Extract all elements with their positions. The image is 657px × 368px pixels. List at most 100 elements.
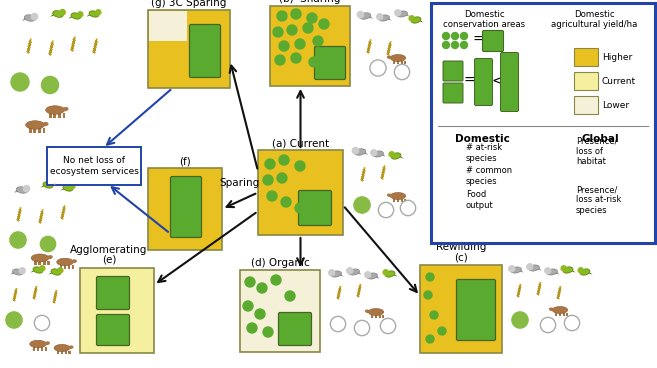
Polygon shape [68, 16, 72, 18]
FancyBboxPatch shape [47, 147, 141, 185]
Circle shape [295, 203, 305, 213]
Polygon shape [382, 272, 384, 274]
Ellipse shape [94, 46, 97, 48]
Bar [149, 11, 187, 41]
Polygon shape [44, 268, 46, 270]
Ellipse shape [73, 39, 76, 41]
Bar [393, 61, 396, 64]
Circle shape [509, 266, 514, 272]
Bar [404, 61, 407, 64]
Circle shape [34, 315, 50, 331]
Ellipse shape [510, 267, 522, 273]
Circle shape [11, 73, 29, 91]
Polygon shape [589, 272, 593, 275]
Ellipse shape [71, 259, 77, 263]
Text: (c): (c) [454, 252, 468, 262]
Circle shape [443, 32, 449, 39]
Circle shape [271, 275, 281, 285]
Ellipse shape [387, 194, 392, 197]
Circle shape [307, 13, 317, 23]
Ellipse shape [63, 207, 65, 210]
Bar [49, 113, 52, 118]
Ellipse shape [71, 46, 74, 49]
Bar [62, 113, 65, 118]
Circle shape [352, 148, 359, 154]
Circle shape [512, 312, 528, 328]
Bar [16, 240, 19, 245]
Ellipse shape [95, 40, 97, 43]
Bar [420, 265, 502, 353]
Circle shape [328, 270, 334, 276]
Ellipse shape [557, 295, 560, 297]
Ellipse shape [41, 211, 43, 214]
Ellipse shape [411, 17, 421, 23]
Ellipse shape [18, 212, 21, 214]
Circle shape [309, 57, 319, 67]
Ellipse shape [34, 295, 35, 297]
Bar [34, 128, 36, 132]
Text: Food
output: Food output [466, 190, 494, 210]
Ellipse shape [553, 307, 568, 314]
Polygon shape [408, 18, 410, 20]
Ellipse shape [61, 217, 63, 219]
Ellipse shape [28, 43, 31, 46]
Ellipse shape [68, 346, 74, 349]
Text: Presence/
loss at-risk
species: Presence/ loss at-risk species [576, 185, 622, 215]
Ellipse shape [53, 11, 63, 17]
Bar [397, 199, 399, 202]
Ellipse shape [563, 267, 573, 273]
Ellipse shape [517, 293, 520, 295]
Polygon shape [405, 13, 410, 17]
Bar [401, 61, 403, 64]
Circle shape [365, 272, 371, 278]
Polygon shape [340, 273, 344, 276]
Ellipse shape [26, 121, 45, 129]
Circle shape [347, 268, 353, 274]
Circle shape [39, 266, 45, 271]
Ellipse shape [363, 169, 365, 172]
Bar [566, 201, 568, 204]
Bar [43, 128, 45, 132]
Circle shape [430, 311, 438, 319]
Bar [574, 96, 598, 114]
Circle shape [245, 277, 255, 287]
Ellipse shape [330, 271, 342, 277]
Ellipse shape [40, 214, 43, 216]
Circle shape [383, 270, 388, 275]
Circle shape [354, 197, 370, 213]
Polygon shape [49, 272, 52, 275]
Ellipse shape [387, 50, 390, 53]
Ellipse shape [54, 296, 56, 299]
Polygon shape [30, 270, 34, 273]
Circle shape [96, 10, 101, 15]
Circle shape [561, 266, 566, 271]
Text: (f): (f) [179, 156, 191, 166]
Bar [33, 347, 35, 351]
Circle shape [376, 14, 383, 20]
FancyBboxPatch shape [431, 3, 655, 243]
Ellipse shape [27, 51, 30, 53]
Ellipse shape [580, 269, 590, 275]
Circle shape [378, 202, 394, 217]
FancyBboxPatch shape [97, 315, 129, 346]
Circle shape [279, 155, 289, 165]
Text: =: = [463, 74, 475, 88]
Ellipse shape [33, 267, 43, 273]
Circle shape [426, 273, 434, 281]
Ellipse shape [40, 216, 42, 219]
Ellipse shape [34, 293, 36, 295]
Polygon shape [388, 154, 390, 156]
Text: =: = [472, 33, 484, 47]
Bar [68, 265, 70, 269]
Ellipse shape [383, 167, 385, 170]
Ellipse shape [446, 201, 449, 203]
Ellipse shape [369, 44, 371, 46]
Polygon shape [560, 268, 562, 270]
Ellipse shape [537, 293, 539, 295]
Circle shape [60, 10, 65, 15]
Polygon shape [357, 271, 361, 275]
Ellipse shape [390, 54, 406, 61]
Ellipse shape [558, 290, 560, 293]
Ellipse shape [369, 41, 371, 44]
Ellipse shape [359, 286, 361, 288]
